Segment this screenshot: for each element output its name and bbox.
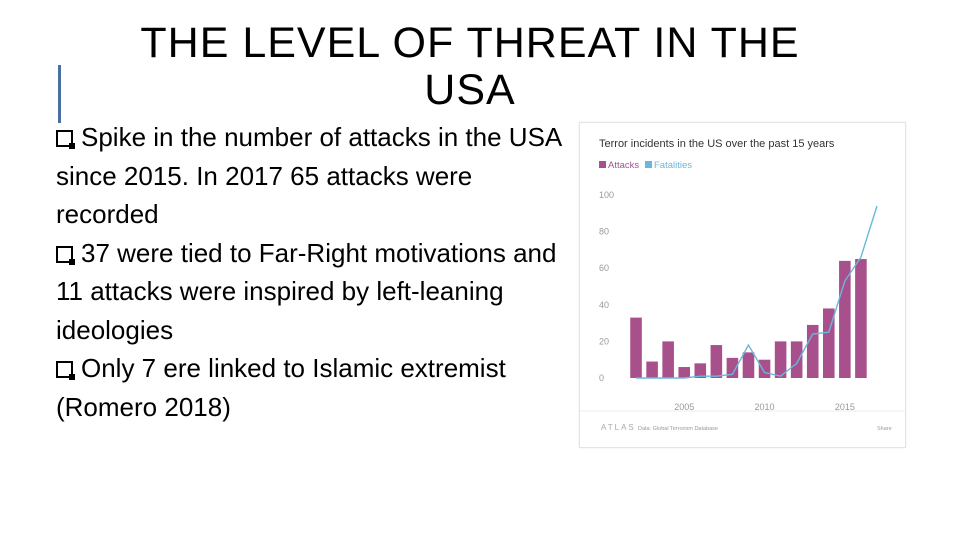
bullet-text: 37 were tied to Far-Right motivations an… bbox=[56, 237, 557, 345]
y-tick-label: 20 bbox=[599, 336, 609, 346]
x-tick-label: 2015 bbox=[835, 402, 855, 412]
terror-incidents-chart: Terror incidents in the US over the past… bbox=[580, 138, 905, 432]
x-tick-label: 2005 bbox=[674, 402, 694, 412]
attacks-bar bbox=[774, 341, 787, 378]
x-axis: 2005 2010 2015 bbox=[674, 402, 855, 412]
bullet-text: Spike in the number of attacks in the US… bbox=[56, 122, 561, 229]
attacks-bar bbox=[742, 352, 755, 378]
legend-label-fatalities: Fatalities bbox=[654, 160, 692, 171]
slide-title: THE LEVEL OF THREAT IN THE USA bbox=[140, 19, 800, 114]
legend-label-attacks: Attacks bbox=[608, 160, 639, 171]
x-tick-label: 2010 bbox=[755, 402, 775, 412]
attacks-bar bbox=[855, 259, 867, 378]
bullet-item: Spike in the number of attacks in the US… bbox=[56, 118, 576, 234]
title-accent-bar bbox=[58, 65, 61, 123]
y-tick-label: 80 bbox=[599, 227, 609, 237]
attacks-bar bbox=[758, 359, 771, 378]
chart-title: Terror incidents in the US over the past… bbox=[599, 138, 835, 150]
attacks-bar bbox=[790, 341, 803, 378]
share-button[interactable]: Share bbox=[877, 426, 892, 432]
chart-card: Terror incidents in the US over the past… bbox=[579, 122, 906, 448]
y-tick-label: 0 bbox=[599, 373, 604, 383]
attacks-bar bbox=[710, 345, 723, 378]
y-axis: 0 20 40 60 80 100 bbox=[599, 190, 614, 383]
attacks-bars bbox=[630, 259, 867, 378]
attacks-bar bbox=[822, 308, 835, 378]
y-tick-label: 40 bbox=[599, 300, 609, 310]
bullet-item: 37 were tied to Far-Right motivations an… bbox=[56, 234, 576, 350]
checkbox-bullet-icon bbox=[56, 245, 75, 265]
legend-swatch-fatalities bbox=[645, 161, 652, 168]
checkbox-bullet-icon bbox=[56, 130, 75, 149]
y-tick-label: 100 bbox=[599, 190, 614, 200]
attacks-bar bbox=[806, 324, 819, 378]
bullet-item: Only 7 ere linked to Islamic extremist (… bbox=[56, 349, 576, 426]
checkbox-bullet-icon bbox=[56, 361, 75, 380]
attacks-bar bbox=[839, 260, 851, 378]
chart-source: Data: Global Terrorism Database bbox=[638, 426, 718, 432]
attacks-bar bbox=[726, 357, 739, 378]
attacks-bar bbox=[630, 317, 642, 378]
fatalities-line bbox=[636, 205, 878, 379]
bullet-list: Spike in the number of attacks in the US… bbox=[56, 118, 576, 426]
y-tick-label: 60 bbox=[599, 263, 609, 273]
attacks-bar bbox=[646, 361, 658, 378]
chart-footer: ATLAS Data: Global Terrorism Database Sh… bbox=[580, 410, 905, 432]
bullet-text: Only 7 ere linked to Islamic extremist (… bbox=[56, 353, 506, 422]
attacks-bar bbox=[678, 367, 691, 378]
chart-legend: Attacks Fatalities bbox=[599, 160, 692, 171]
attacks-bar bbox=[694, 363, 707, 378]
attacks-bar bbox=[662, 341, 674, 378]
atlas-logo: ATLAS bbox=[601, 423, 636, 432]
legend-swatch-attacks bbox=[599, 161, 606, 168]
